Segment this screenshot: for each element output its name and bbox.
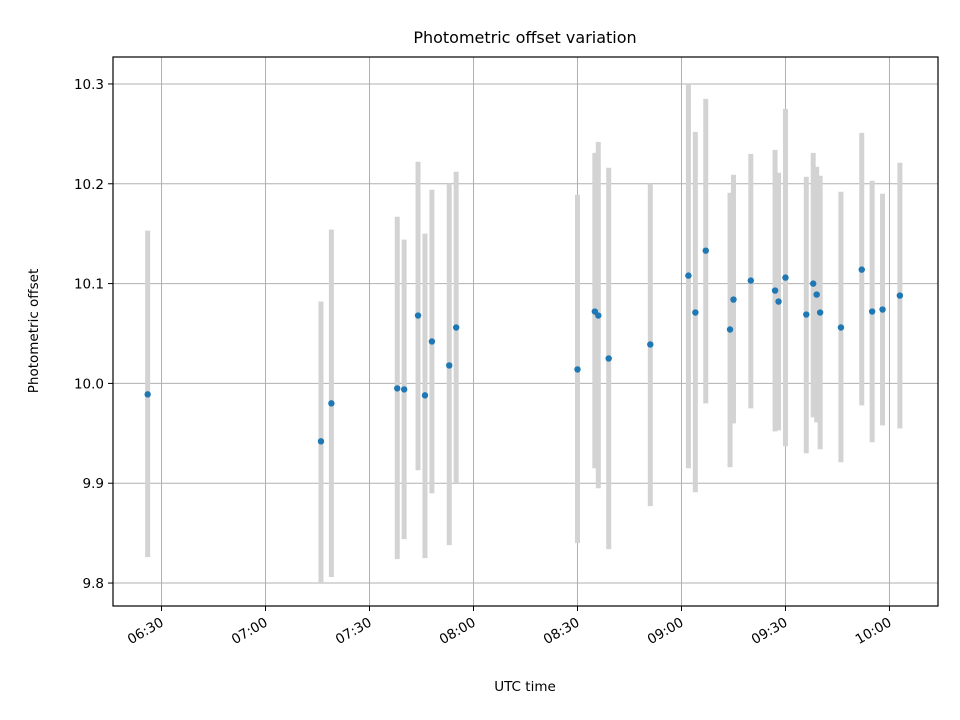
data-point bbox=[782, 274, 789, 281]
data-point bbox=[837, 324, 845, 331]
data-point bbox=[730, 296, 737, 303]
data-point bbox=[816, 309, 824, 316]
y-tick-label: 9.9 bbox=[83, 476, 104, 492]
data-point bbox=[647, 341, 654, 348]
data-point bbox=[726, 326, 734, 333]
data-point bbox=[771, 287, 779, 294]
data-point bbox=[803, 311, 810, 318]
data-point bbox=[421, 392, 429, 399]
y-axis: 9.8 9.9 10.0 10.1 10.2 10.3 bbox=[74, 77, 113, 592]
x-axis-label: UTC time bbox=[494, 679, 556, 695]
data-point bbox=[144, 391, 151, 398]
chart-title: Photometric offset variation bbox=[413, 28, 636, 47]
plot-area bbox=[112, 56, 939, 607]
data-point bbox=[896, 292, 904, 299]
grid-lines bbox=[113, 57, 938, 606]
data-point bbox=[702, 247, 709, 254]
data-point bbox=[813, 291, 820, 298]
data-point bbox=[692, 309, 699, 316]
data-point bbox=[810, 280, 817, 287]
data-point bbox=[400, 386, 408, 393]
data-points bbox=[144, 247, 904, 445]
data-point bbox=[868, 308, 876, 315]
data-point bbox=[428, 338, 436, 345]
plot-frame bbox=[112, 56, 939, 607]
data-point bbox=[685, 272, 692, 279]
y-tick-label: 10.3 bbox=[74, 77, 104, 93]
data-point bbox=[879, 306, 886, 313]
data-point bbox=[328, 400, 335, 407]
data-point bbox=[394, 385, 401, 392]
data-point bbox=[858, 266, 865, 273]
y-tick-label: 9.8 bbox=[83, 576, 104, 592]
data-point bbox=[574, 366, 581, 373]
data-point bbox=[446, 362, 453, 369]
data-point bbox=[605, 355, 612, 362]
data-point bbox=[775, 298, 782, 305]
data-point bbox=[414, 312, 422, 319]
y-tick-label: 10.2 bbox=[74, 177, 104, 193]
y-tick-label: 10.1 bbox=[74, 277, 104, 293]
data-point bbox=[452, 324, 460, 331]
data-point bbox=[747, 277, 755, 284]
data-point bbox=[595, 312, 602, 319]
y-axis-label: Photometric offset bbox=[26, 269, 42, 393]
data-point bbox=[317, 438, 325, 445]
y-tick-label: 10.0 bbox=[74, 376, 104, 392]
